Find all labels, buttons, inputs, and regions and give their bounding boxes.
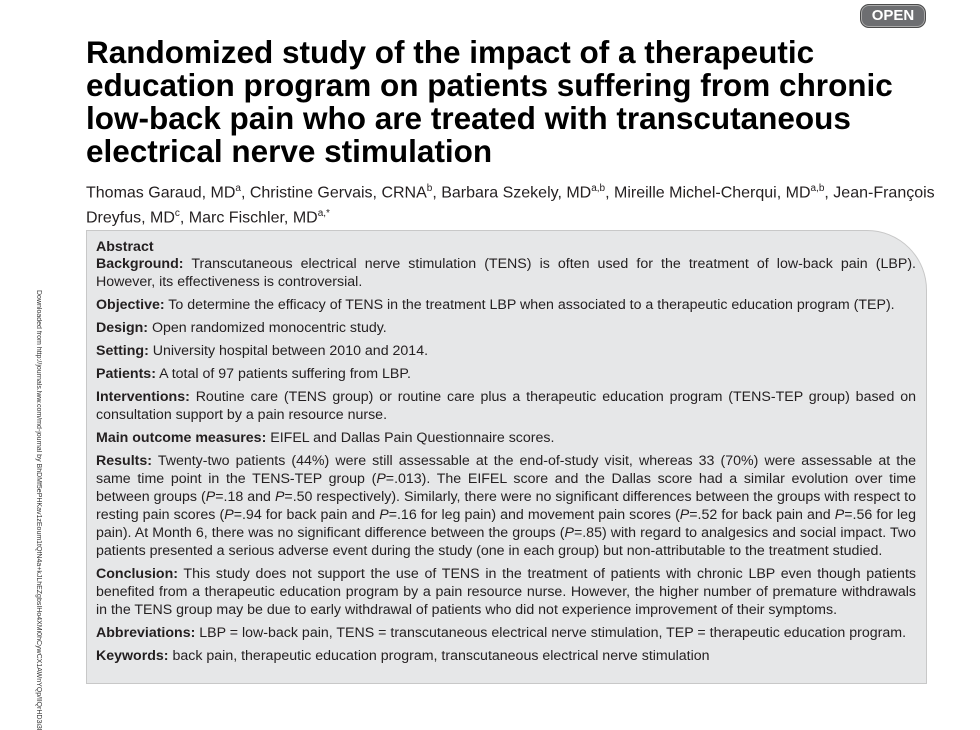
download-note: Downloaded from http://journals.lww.com/… [35,290,42,730]
author: Thomas Garaud, MD [86,184,236,202]
abstract-item: Keywords: back pain, therapeutic educati… [96,647,916,665]
item-text: University hospital between 2010 and 201… [152,343,429,359]
abstract-item: Setting: University hospital between 201… [96,342,916,360]
item-text: =.94 for back pain and [233,507,380,523]
item-text: =.85) with regard to analgesics and soci… [96,525,916,559]
item-text: LBP = low-back pain, TENS = transcutaneo… [199,625,907,641]
author: , Mireille Michel-Cherqui, MD [605,184,811,202]
item-label: Setting: [96,343,149,359]
abstract-item: Patients: A total of 97 patients sufferi… [96,365,916,383]
item-text: P [274,489,285,505]
author-affiliation: a [235,183,241,194]
item-text: Twenty-two patients (44%) were still ass… [96,453,916,487]
abstract-item: Results: Twenty-two patients (44%) were … [96,452,916,560]
abstract-item: Objective: To determine the efficacy of … [96,296,916,314]
item-label: Conclusion: [96,566,178,582]
abstract-item: Abbreviations: LBP = low-back pain, TENS… [96,624,916,642]
item-text: Transcutaneous electrical nerve stimulat… [96,256,916,290]
item-text: Open randomized monocentric study. [151,320,387,336]
abstract-item: Interventions: Routine care (TENS group)… [96,388,916,424]
item-text: P [224,507,234,523]
abstract-item: Background: Transcutaneous electrical ne… [96,255,916,291]
item-text: To determine the efficacy of TENS in the… [168,297,895,313]
item-text: P [376,471,386,487]
author-affiliation: a,b [591,183,606,194]
abstract-heading: Abstract [96,239,154,255]
item-text: =.18 and [215,489,275,505]
item-label: Results: [96,453,152,469]
item-label: Interventions: [96,389,190,405]
item-text: P [379,507,389,523]
item-text: P [205,489,216,505]
author: , Marc Fischler, MD [179,209,318,227]
author-affiliation: b [426,183,433,194]
item-text: =.50 respectively). Similarly, there wer… [96,489,916,523]
open-access-badge: OPEN [860,4,926,28]
author: , Barbara Szekely, MD [432,184,592,202]
author: , Jean-François Dreyfus, MD [86,184,935,227]
authors: Thomas Garaud, MDa, Christine Gervais, C… [86,178,936,229]
item-text: =.013). The EIFEL score and the Dallas s… [96,471,916,505]
author: , Christine Gervais, CRNA [240,184,427,202]
item-text: This study does not support the use of T… [96,566,916,618]
item-text: A total of 97 patients suffering from LB… [159,366,411,382]
item-text: =.16 for leg pain) and movement pain sco… [388,507,680,523]
item-text: =.52 for back pain and [689,507,835,523]
author-affiliation: c [174,208,180,220]
item-text: P [679,507,690,523]
item-text: EIFEL and Dallas Pain Questionnaire scor… [270,430,555,446]
item-label: Objective: [96,297,165,313]
item-label: Abbreviations: [96,625,196,641]
author-affiliation: a,* [317,208,330,220]
abstract-box: Abstract Background: Transcutaneous elec… [86,230,927,684]
item-label: Main outcome measures: [96,430,267,446]
article-title: Randomized study of the impact of a ther… [86,34,893,169]
item-text: P [564,525,574,541]
item-label: Design: [96,320,149,336]
author-affiliation: a,b [810,183,825,194]
item-text: =.56 for leg pain). At Month 6, there wa… [96,507,916,541]
abstract-item: Main outcome measures: EIFEL and Dallas … [96,429,916,447]
item-label: Keywords: [96,648,169,664]
abstract-item: Conclusion: This study does not support … [96,565,916,619]
abstract-item: Design: Open randomized monocentric stud… [96,319,916,337]
item-label: Background: [96,256,184,272]
abstract-items: Background: Transcutaneous electrical ne… [96,255,916,665]
item-text: P [834,507,845,523]
item-text: Routine care (TENS group) or routine car… [96,389,916,423]
item-label: Patients: [96,366,156,382]
item-text: back pain, therapeutic education program… [172,648,710,664]
